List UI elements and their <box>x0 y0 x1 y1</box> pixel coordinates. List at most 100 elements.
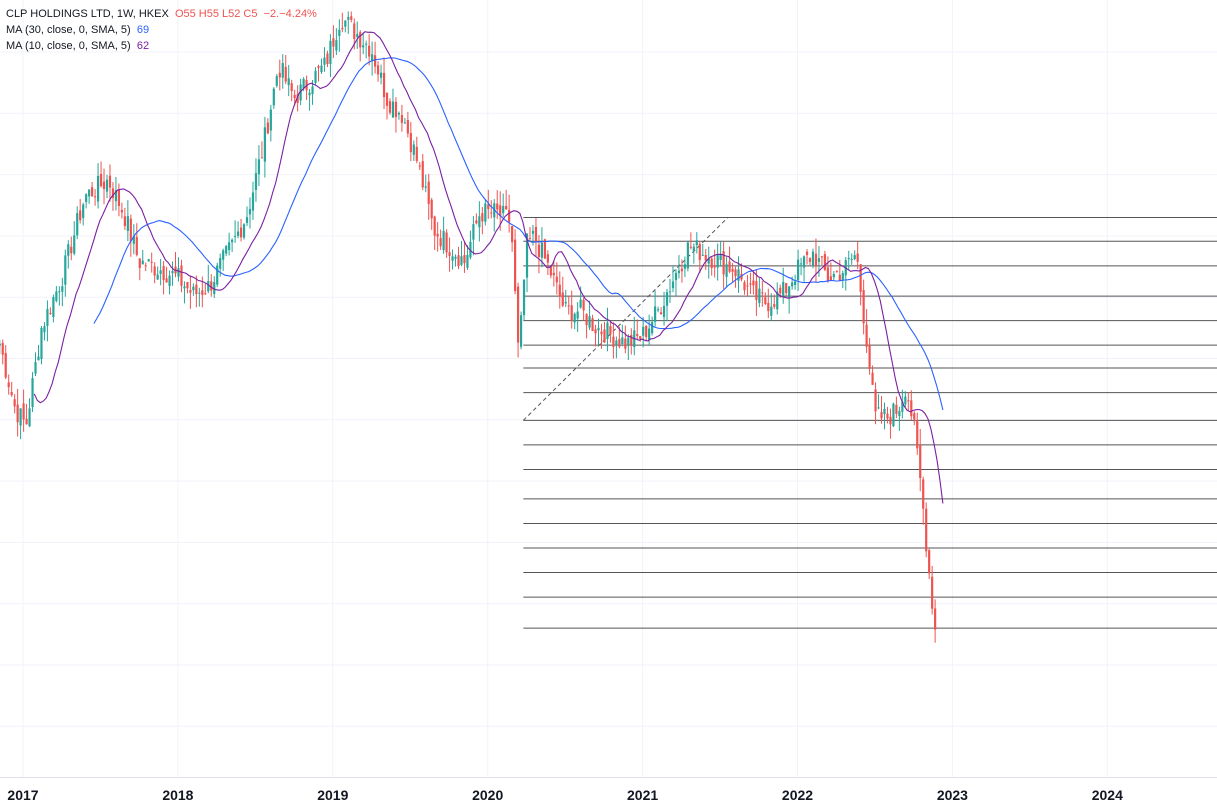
candle <box>368 34 371 66</box>
candle <box>236 221 240 239</box>
ma10-row[interactable]: MA (10, close, 0, SMA, 5) 62 <box>6 38 317 54</box>
candle-body <box>823 254 827 270</box>
candle-body <box>612 336 615 347</box>
candle-body <box>284 66 287 82</box>
candle-body <box>192 286 195 291</box>
candle <box>418 162 421 171</box>
candle-body <box>713 265 716 268</box>
candle-body <box>117 189 121 206</box>
candle-body <box>105 179 109 192</box>
candle-body <box>52 297 55 317</box>
candle-body <box>427 181 430 204</box>
candle-body <box>886 413 889 419</box>
candle <box>916 412 919 455</box>
candle-body <box>257 159 261 175</box>
candle-body <box>326 53 329 65</box>
candle <box>588 300 591 330</box>
candle-body <box>373 55 377 67</box>
candle <box>621 324 624 347</box>
candle-body <box>371 54 374 61</box>
candle-body <box>180 265 183 286</box>
candle-body <box>654 306 657 322</box>
candle-body <box>159 270 162 274</box>
candle <box>868 337 871 375</box>
candle <box>826 256 829 283</box>
candle-body <box>248 209 252 215</box>
candle <box>692 243 695 264</box>
candle <box>415 136 418 164</box>
candle <box>7 374 10 395</box>
candle <box>698 240 701 273</box>
candle-body <box>272 88 275 106</box>
candle-body <box>871 372 874 385</box>
candle <box>734 266 737 288</box>
candle-body <box>782 281 785 297</box>
time-axis[interactable]: 2017 2018 2019 2020 2021 2022 2023 2024 <box>0 777 1217 812</box>
candle <box>847 250 850 270</box>
candle <box>192 283 195 296</box>
candle-body <box>49 313 52 315</box>
candle <box>436 222 439 252</box>
candle-body <box>895 404 898 414</box>
candle-body <box>463 255 466 264</box>
candle <box>776 282 779 315</box>
candle <box>129 214 132 257</box>
candle-body <box>150 261 153 263</box>
candle-body <box>910 400 913 417</box>
candle <box>591 314 594 332</box>
candle-body <box>135 236 138 255</box>
candle <box>388 98 392 115</box>
candle-body <box>546 254 549 263</box>
candle-body <box>365 43 368 45</box>
candle <box>552 260 555 287</box>
candle-body <box>296 94 299 103</box>
candle-body <box>597 327 600 331</box>
time-axis-label-2017: 2017 <box>7 787 39 803</box>
candle-body <box>213 282 216 294</box>
candle-body <box>293 94 296 99</box>
candle-body <box>773 304 776 307</box>
candle <box>114 177 118 211</box>
candle-body <box>299 84 302 101</box>
candle <box>376 61 380 82</box>
candle <box>913 411 916 426</box>
chart-area[interactable]: CLP HOLDINGS LTD, 1W, HKEX O55 H55 L52 C… <box>0 0 1217 777</box>
candle <box>412 140 415 161</box>
candle <box>716 243 719 281</box>
candle <box>132 224 135 255</box>
candle <box>484 199 487 226</box>
candle <box>195 275 198 308</box>
candle-body <box>770 306 773 316</box>
candle-body <box>826 267 829 281</box>
candle <box>466 245 469 270</box>
candle-body <box>877 407 880 409</box>
candle <box>585 313 588 339</box>
candle-body <box>400 115 404 123</box>
candle-body <box>913 413 916 420</box>
candle-body <box>776 291 779 310</box>
candle <box>457 246 460 270</box>
price-chart[interactable] <box>0 0 1217 777</box>
candle <box>85 193 88 209</box>
candle-body <box>841 273 844 280</box>
candle <box>794 274 797 290</box>
candle <box>213 276 216 299</box>
candle-body <box>409 133 412 153</box>
candle-body <box>868 344 871 369</box>
candle-body <box>329 40 332 64</box>
candle-body <box>58 291 61 293</box>
candle <box>505 189 508 210</box>
candle <box>773 294 776 310</box>
candle <box>665 288 669 322</box>
candle <box>892 402 895 428</box>
candle <box>43 322 46 341</box>
candle <box>400 104 404 132</box>
candle <box>478 201 481 242</box>
candle <box>656 306 660 313</box>
chart-legend: CLP HOLDINGS LTD, 1W, HKEX O55 H55 L52 C… <box>6 6 317 54</box>
ma30-row[interactable]: MA (30, close, 0, SMA, 5) 69 <box>6 22 317 38</box>
candle <box>880 395 883 424</box>
candle-body <box>710 258 713 269</box>
candle-body <box>287 78 290 86</box>
candle-body <box>835 271 838 273</box>
